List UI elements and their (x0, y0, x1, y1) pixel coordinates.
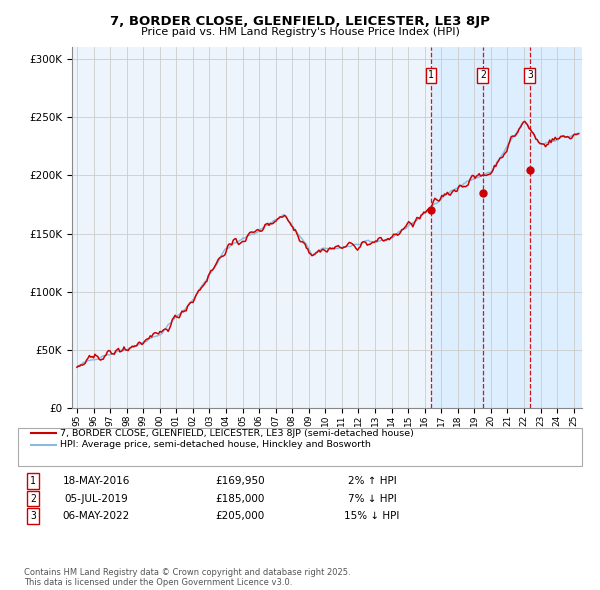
Text: £169,950: £169,950 (215, 476, 265, 486)
Text: 05-JUL-2019: 05-JUL-2019 (64, 494, 128, 503)
Text: 1: 1 (428, 70, 434, 80)
Text: 06-MAY-2022: 06-MAY-2022 (62, 512, 130, 521)
Text: 3: 3 (30, 512, 36, 521)
Text: HPI: Average price, semi-detached house, Hinckley and Bosworth: HPI: Average price, semi-detached house,… (60, 440, 371, 450)
Text: Price paid vs. HM Land Registry's House Price Index (HPI): Price paid vs. HM Land Registry's House … (140, 27, 460, 37)
Text: 1: 1 (30, 476, 36, 486)
Bar (431, 47, 599, 408)
Text: 7% ↓ HPI: 7% ↓ HPI (347, 494, 397, 503)
Text: 7, BORDER CLOSE, GLENFIELD, LEICESTER, LE3 8JP (semi-detached house): 7, BORDER CLOSE, GLENFIELD, LEICESTER, L… (60, 428, 414, 438)
Text: 2: 2 (30, 494, 36, 503)
Text: 18-MAY-2016: 18-MAY-2016 (62, 476, 130, 486)
Text: 7, BORDER CLOSE, GLENFIELD, LEICESTER, LE3 8JP: 7, BORDER CLOSE, GLENFIELD, LEICESTER, L… (110, 15, 490, 28)
Text: 2: 2 (480, 70, 486, 80)
Text: 15% ↓ HPI: 15% ↓ HPI (344, 512, 400, 521)
Text: £205,000: £205,000 (215, 512, 265, 521)
Text: 2% ↑ HPI: 2% ↑ HPI (347, 476, 397, 486)
Text: £185,000: £185,000 (215, 494, 265, 503)
Text: 3: 3 (527, 70, 533, 80)
Bar (72, 47, 431, 408)
Text: Contains HM Land Registry data © Crown copyright and database right 2025.
This d: Contains HM Land Registry data © Crown c… (24, 568, 350, 587)
